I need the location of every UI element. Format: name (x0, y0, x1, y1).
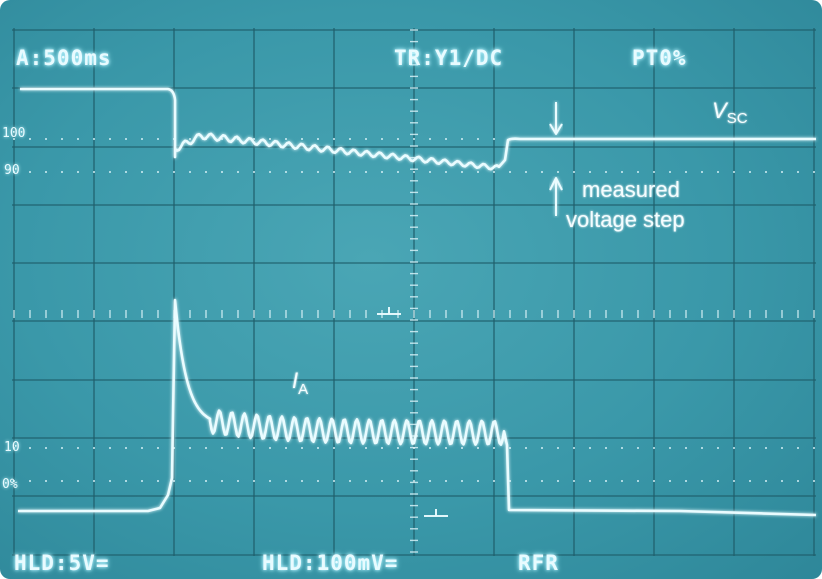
pretrigger-readout: PT0% (632, 46, 687, 70)
trigger-readout: TR:Y1∕DC (394, 46, 504, 70)
scale-mark-0: 0% (2, 477, 18, 492)
channel2-readout: HLD:100mV= (262, 551, 399, 575)
step-arrow-down (549, 102, 563, 135)
timebase-readout: A:500ms (16, 46, 112, 70)
step-label-line1: measured (582, 177, 680, 202)
ia-trace (18, 298, 817, 517)
vsc-label: VSC (712, 98, 748, 127)
ia-label: IA (292, 368, 309, 398)
vsc-trace (20, 87, 816, 171)
step-label-line2: voltage step (566, 207, 685, 232)
ia-subscript: A (298, 381, 309, 398)
scale-mark-100: 100 (2, 126, 26, 141)
step-arrow-up (549, 177, 563, 216)
channel1-readout: HLD:5V= (14, 551, 110, 575)
mode-readout: RFR (518, 551, 559, 575)
scale-mark-10: 10 (4, 440, 20, 455)
scale-mark-90: 90 (4, 163, 20, 178)
vsc-subscript: SC (726, 110, 748, 127)
